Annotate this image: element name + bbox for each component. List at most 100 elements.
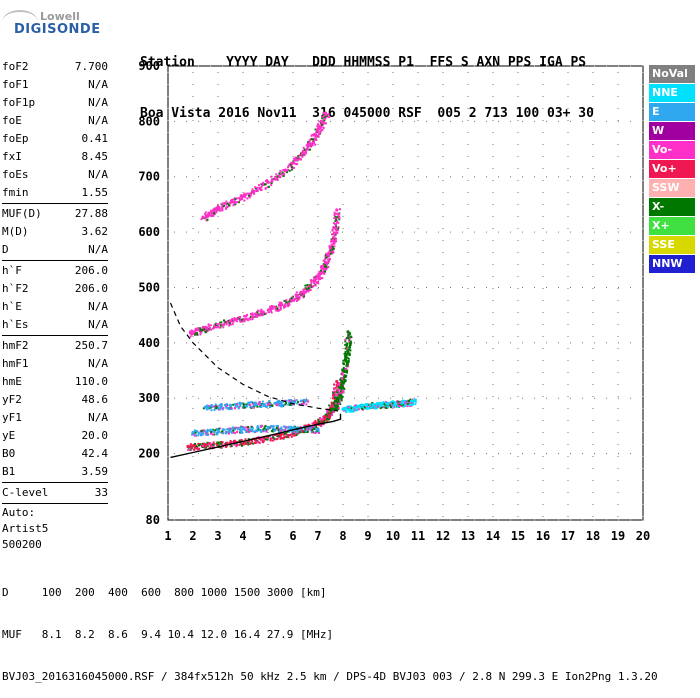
trace-vertex — [401, 401, 405, 405]
x-grid-dot — [367, 132, 369, 133]
echo-point — [288, 163, 291, 166]
echo-point — [295, 429, 298, 432]
echo-point — [399, 401, 402, 404]
x-grid-dot — [217, 348, 219, 349]
x-grid-dot — [242, 216, 244, 217]
y-grid-dot — [474, 519, 475, 521]
x-grid-dot — [417, 480, 419, 481]
echo-point — [282, 433, 285, 436]
y-grid-dot — [510, 231, 511, 233]
y-grid-dot — [642, 342, 643, 344]
x-grid-dot — [292, 396, 294, 397]
echo-point — [201, 429, 204, 432]
x-grid-dot — [617, 204, 619, 205]
echo-point — [206, 214, 209, 217]
x-grid-dot — [342, 516, 344, 517]
echo-point — [340, 383, 343, 386]
x-grid-dot — [217, 360, 219, 361]
echo-point — [207, 213, 210, 216]
echo-point — [247, 438, 250, 441]
echo-point — [210, 328, 212, 331]
echo-point — [225, 200, 228, 203]
echo-point — [333, 403, 336, 406]
x-grid-dot — [192, 300, 194, 301]
x-grid-dot — [442, 504, 444, 505]
echo-point — [266, 438, 269, 441]
echo-point — [343, 379, 346, 381]
echo-point — [209, 405, 212, 408]
echo-point — [336, 216, 339, 219]
x-grid-dot — [267, 324, 269, 325]
y-grid-dot — [318, 519, 319, 521]
echo-point — [218, 408, 221, 411]
x-grid-dot — [467, 336, 469, 337]
echo-point — [397, 402, 399, 405]
y-grid-dot — [198, 65, 199, 67]
echo-point — [213, 430, 216, 433]
x-grid-dot — [592, 444, 594, 445]
x-grid-dot — [417, 504, 419, 505]
y-grid-dot — [222, 397, 223, 399]
x-grid-dot — [517, 336, 519, 337]
x-grid-dot — [217, 396, 219, 397]
x-grid-dot — [542, 480, 544, 481]
echo-point — [203, 328, 206, 331]
echo-point — [270, 175, 273, 178]
echo-point — [213, 208, 216, 211]
echo-point — [208, 429, 211, 432]
x-grid-dot — [342, 468, 344, 469]
x-grid-dot — [492, 492, 494, 493]
echo-point — [201, 430, 203, 433]
x-grid-dot — [267, 240, 269, 241]
echo-point — [334, 215, 337, 218]
x-grid-dot — [267, 456, 269, 457]
echo-point — [335, 402, 338, 405]
y-grid-dot — [330, 65, 331, 67]
echo-point — [208, 326, 211, 329]
x-tick-label: 13 — [461, 529, 475, 543]
echo-point — [325, 268, 328, 271]
echo-point — [269, 406, 272, 408]
x-grid-dot — [517, 420, 519, 421]
echo-point — [270, 306, 272, 309]
x-grid-dot — [467, 492, 469, 493]
echo-point — [292, 429, 295, 432]
echo-point — [255, 315, 258, 318]
x-grid-dot — [442, 444, 444, 445]
echo-point — [244, 404, 247, 407]
echo-point — [311, 133, 314, 136]
echo-point — [376, 403, 378, 406]
x-grid-dot — [442, 408, 444, 409]
x-grid-dot — [167, 276, 169, 277]
echo-point — [287, 305, 290, 308]
x-grid-dot — [592, 96, 594, 97]
x-grid-dot — [417, 300, 419, 301]
x-grid-dot — [292, 204, 294, 205]
x-grid-dot — [442, 240, 444, 241]
y-grid-dot — [246, 65, 247, 67]
echo-point — [326, 413, 329, 416]
y-grid-dot — [246, 519, 247, 521]
y-grid-dot — [570, 120, 571, 122]
x-grid-dot — [492, 420, 494, 421]
echo-point — [218, 444, 221, 447]
x-grid-dot — [417, 84, 419, 85]
echo-point — [208, 405, 211, 407]
echo-point — [225, 206, 227, 209]
y-grid-dot — [570, 176, 571, 178]
echo-point — [275, 309, 278, 312]
x-tick-label: 1 — [164, 529, 171, 543]
y-grid-dot — [426, 519, 427, 521]
echo-point — [224, 321, 227, 324]
x-grid-dot — [367, 396, 369, 397]
x-grid-dot — [267, 216, 269, 217]
x-grid-dot — [242, 72, 244, 73]
echo-point — [311, 422, 314, 425]
echo-point — [350, 410, 353, 413]
x-grid-dot — [392, 108, 394, 109]
x-grid-dot — [192, 492, 194, 493]
x-grid-dot — [217, 228, 219, 229]
x-grid-dot — [442, 432, 444, 433]
x-grid-dot — [567, 444, 569, 445]
echo-point — [337, 227, 340, 230]
